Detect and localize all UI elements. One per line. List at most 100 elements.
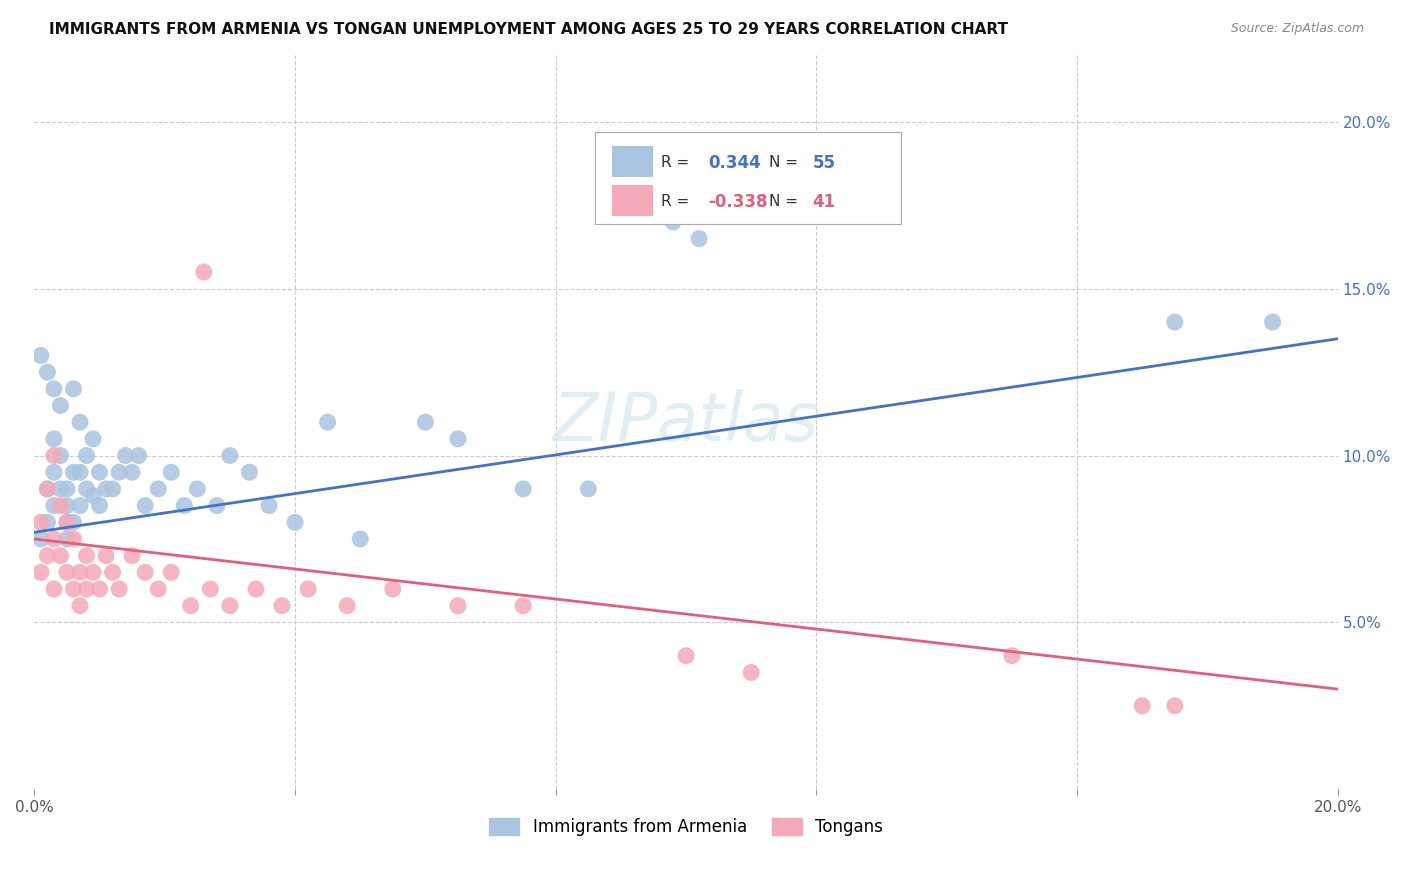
- Point: [37, 365, 59, 379]
- Point: [49, 449, 72, 463]
- Point: [245, 582, 267, 596]
- Point: [42, 449, 65, 463]
- Point: [1001, 648, 1024, 663]
- Point: [740, 665, 762, 680]
- Point: [62, 465, 84, 479]
- Point: [101, 566, 124, 580]
- Point: [42, 532, 65, 546]
- Point: [37, 516, 59, 530]
- Text: N =: N =: [769, 155, 803, 170]
- Text: 41: 41: [813, 193, 835, 211]
- Point: [49, 549, 72, 563]
- Point: [62, 516, 84, 530]
- Point: [69, 465, 91, 479]
- Point: [114, 449, 136, 463]
- Point: [56, 566, 79, 580]
- Point: [1164, 698, 1187, 713]
- Point: [160, 566, 183, 580]
- Point: [30, 566, 52, 580]
- Point: [219, 449, 242, 463]
- Point: [316, 415, 339, 429]
- Point: [94, 482, 117, 496]
- Point: [89, 465, 111, 479]
- Point: [37, 482, 59, 496]
- Point: [30, 532, 52, 546]
- Point: [108, 582, 131, 596]
- Point: [69, 499, 91, 513]
- Point: [134, 566, 156, 580]
- Point: [49, 399, 72, 413]
- Point: [193, 265, 215, 279]
- Point: [42, 499, 65, 513]
- Point: [806, 148, 828, 162]
- Point: [62, 582, 84, 596]
- Text: R =: R =: [661, 155, 695, 170]
- Point: [662, 215, 685, 229]
- Point: [512, 599, 534, 613]
- Point: [108, 465, 131, 479]
- Point: [173, 499, 195, 513]
- Point: [121, 549, 143, 563]
- Point: [675, 648, 697, 663]
- Text: N =: N =: [769, 194, 803, 210]
- Text: 0.344: 0.344: [709, 154, 761, 172]
- Text: ZIPatlas: ZIPatlas: [553, 389, 820, 455]
- Point: [56, 532, 79, 546]
- Point: [238, 465, 260, 479]
- Point: [205, 499, 228, 513]
- Point: [160, 465, 183, 479]
- FancyBboxPatch shape: [612, 185, 654, 216]
- Point: [37, 482, 59, 496]
- Legend: Immigrants from Armenia, Tongans: Immigrants from Armenia, Tongans: [489, 818, 883, 836]
- Point: [101, 482, 124, 496]
- Point: [76, 482, 98, 496]
- Point: [62, 382, 84, 396]
- Point: [30, 516, 52, 530]
- Point: [82, 566, 104, 580]
- Point: [200, 582, 222, 596]
- Point: [134, 499, 156, 513]
- Point: [62, 532, 84, 546]
- Point: [415, 415, 437, 429]
- Point: [1164, 315, 1187, 329]
- Point: [576, 482, 599, 496]
- Point: [1261, 315, 1284, 329]
- FancyBboxPatch shape: [612, 146, 654, 177]
- Text: Source: ZipAtlas.com: Source: ZipAtlas.com: [1230, 22, 1364, 36]
- Point: [447, 599, 470, 613]
- Point: [148, 482, 170, 496]
- Point: [219, 599, 242, 613]
- Point: [271, 599, 294, 613]
- Point: [82, 432, 104, 446]
- Point: [121, 465, 143, 479]
- Point: [56, 499, 79, 513]
- Point: [42, 432, 65, 446]
- Point: [186, 482, 208, 496]
- Point: [381, 582, 404, 596]
- Point: [128, 449, 150, 463]
- Point: [148, 582, 170, 596]
- Point: [512, 482, 534, 496]
- Point: [69, 415, 91, 429]
- Point: [688, 232, 710, 246]
- Text: 55: 55: [813, 154, 835, 172]
- Point: [82, 489, 104, 503]
- Point: [42, 465, 65, 479]
- Point: [30, 348, 52, 362]
- Point: [49, 482, 72, 496]
- Point: [297, 582, 319, 596]
- Point: [349, 532, 371, 546]
- Text: IMMIGRANTS FROM ARMENIA VS TONGAN UNEMPLOYMENT AMONG AGES 25 TO 29 YEARS CORRELA: IMMIGRANTS FROM ARMENIA VS TONGAN UNEMPL…: [49, 22, 1008, 37]
- Point: [447, 432, 470, 446]
- Point: [37, 549, 59, 563]
- Point: [180, 599, 202, 613]
- Point: [69, 599, 91, 613]
- Point: [42, 382, 65, 396]
- Point: [284, 516, 307, 530]
- Point: [76, 582, 98, 596]
- Point: [76, 549, 98, 563]
- Point: [49, 499, 72, 513]
- Text: R =: R =: [661, 194, 695, 210]
- Point: [89, 582, 111, 596]
- Point: [56, 516, 79, 530]
